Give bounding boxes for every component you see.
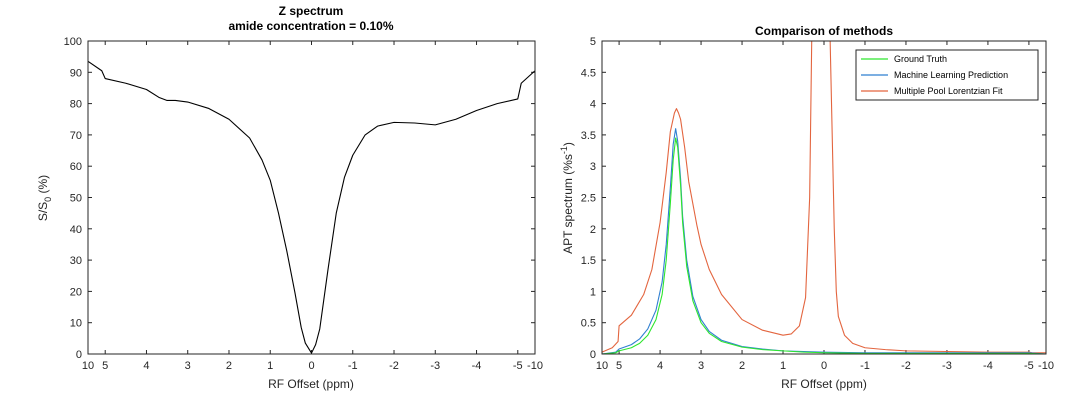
chart-title: Z spectrum xyxy=(279,4,344,18)
chart-title: Comparison of methods xyxy=(755,24,893,38)
series-line-ground-truth xyxy=(601,137,1047,355)
y-tick-label: 0.5 xyxy=(581,318,596,330)
legend: Ground Truth Machine Learning Prediction… xyxy=(855,49,1039,101)
x-tick-labels: 10 5 4 3 2 1 0 -1 -2 -3 -4 -5 -10 xyxy=(596,41,1054,372)
y-tick-label: 4 xyxy=(590,99,596,111)
x-tick-label: 2 xyxy=(739,360,745,372)
legend-label-mplf: Multiple Pool Lorentzian Fit xyxy=(894,86,1003,96)
y-tick-label: 1 xyxy=(590,286,596,298)
x-tick-label: -10 xyxy=(1038,360,1054,372)
series-lines xyxy=(601,40,1047,355)
y-axis-label-tail: (%) xyxy=(36,175,50,197)
y-tick-label: 50 xyxy=(70,193,82,205)
plot-area-frame xyxy=(601,40,1047,355)
legend-label-ml-prediction: Machine Learning Prediction xyxy=(894,70,1008,80)
y-tick-label: 3.5 xyxy=(581,130,596,142)
y-axis-label: S/S0 (%) xyxy=(36,175,53,221)
x-tick-label: -4 xyxy=(983,360,993,372)
y-tick-label: 10 xyxy=(70,318,82,330)
y-axis-label-tail: ) xyxy=(561,142,575,146)
y-tick-label: 100 xyxy=(64,36,82,48)
x-tick-label: 4 xyxy=(657,360,663,372)
x-tick-label: -3 xyxy=(942,360,952,372)
y-tick-label: 0 xyxy=(590,349,596,361)
y-tick-label: 0 xyxy=(76,349,82,361)
y-tick-label: 40 xyxy=(70,224,82,236)
y-tick-label: 2 xyxy=(590,224,596,236)
y-tick-label: 2.5 xyxy=(581,193,596,205)
x-tick-label: 0 xyxy=(308,360,314,372)
x-tick-label: 1 xyxy=(267,360,273,372)
y-tick-label: 60 xyxy=(70,161,82,173)
x-tick-label: -1 xyxy=(348,360,358,372)
x-tick-label: 10 xyxy=(596,360,608,372)
comparison-chart: Comparison of methods 10 5 4 3 2 1 0 -1 -2 -3 -4 -5… xyxy=(559,24,1054,391)
y-tick-labels: 0 0.5 1 1.5 2 2.5 3 3.5 4 4.5 5 xyxy=(581,36,1046,361)
x-tick-label: 3 xyxy=(698,360,704,372)
y-tick-label: 3 xyxy=(590,161,596,173)
x-tick-label: 5 xyxy=(102,360,108,372)
x-axis-label: RF Offset (ppm) xyxy=(268,377,354,391)
y-axis-label-main: APT spectrum (%s xyxy=(561,154,575,254)
x-tick-label: -2 xyxy=(389,360,399,372)
chart-subtitle: amide concentration = 0.10% xyxy=(228,19,393,33)
x-tick-label: 2 xyxy=(226,360,232,372)
x-tick-label: -5 xyxy=(1024,360,1034,372)
y-tick-label: 80 xyxy=(70,99,82,111)
y-tick-label: 90 xyxy=(70,67,82,79)
y-axis-label-sub: 0 xyxy=(43,197,53,202)
plot-area-frame xyxy=(87,40,536,355)
x-tick-label: 5 xyxy=(616,360,622,372)
y-tick-label: 70 xyxy=(70,130,82,142)
series-line-z-spectrum xyxy=(87,60,536,354)
x-tick-label: 10 xyxy=(82,360,94,372)
x-tick-labels: 10 5 4 3 2 1 0 -1 -2 -3 -4 -5 -10 xyxy=(82,41,543,372)
x-tick-label: -1 xyxy=(860,360,870,372)
y-tick-label: 5 xyxy=(590,36,596,48)
y-tick-label: 30 xyxy=(70,255,82,267)
x-tick-label: 0 xyxy=(821,360,827,372)
y-axis-label: APT spectrum (%s-1) xyxy=(559,142,575,254)
x-tick-label: 1 xyxy=(780,360,786,372)
y-tick-label: 1.5 xyxy=(581,255,596,267)
y-axis-label-sup: -1 xyxy=(559,146,569,154)
x-tick-label: -4 xyxy=(472,360,482,372)
x-tick-label: 4 xyxy=(143,360,149,372)
y-tick-labels: 0 10 20 30 40 50 60 70 80 90 100 xyxy=(64,36,535,361)
y-tick-label: 4.5 xyxy=(581,67,596,79)
series-lines xyxy=(87,60,536,354)
x-tick-label: 3 xyxy=(185,360,191,372)
x-tick-label: -3 xyxy=(430,360,440,372)
series-line-machine-learning-prediction xyxy=(601,128,1047,355)
x-tick-label: -5 xyxy=(513,360,523,372)
legend-label-ground-truth: Ground Truth xyxy=(894,54,947,64)
z-spectrum-chart: Z spectrum amide concentration = 0.10% 1… xyxy=(36,4,543,391)
x-axis-label: RF Offset (ppm) xyxy=(781,377,867,391)
series-line-multiple-pool-lorentzian-fit xyxy=(601,40,1046,354)
x-tick-label: -10 xyxy=(527,360,543,372)
x-tick-label: -2 xyxy=(901,360,911,372)
y-tick-label: 20 xyxy=(70,286,82,298)
y-axis-label-main: S/S xyxy=(36,202,50,221)
